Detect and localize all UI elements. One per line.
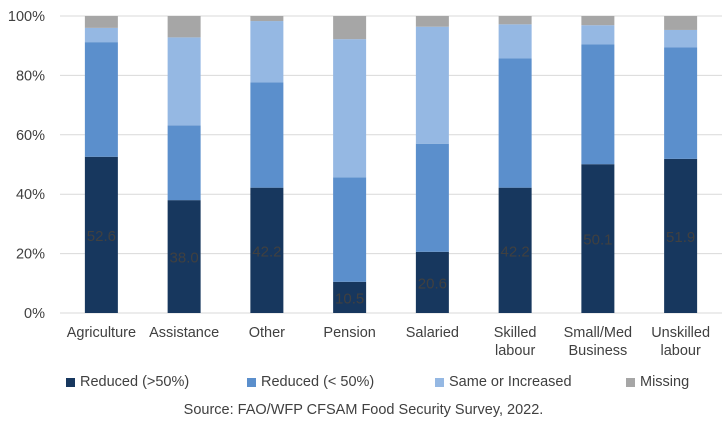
bar-segment	[498, 16, 532, 25]
bar-segment	[167, 125, 201, 201]
data-label: 42.2	[252, 243, 281, 260]
bar-segment	[333, 39, 367, 178]
y-tick-label: 100%	[8, 9, 45, 25]
bar-segment	[167, 200, 201, 313]
data-label: 10.5	[335, 290, 364, 307]
bar-segment	[581, 25, 615, 45]
data-label: 52.6	[87, 228, 116, 245]
legend: Reduced (>50%) Reduced (< 50%) Same or I…	[0, 374, 727, 396]
x-tick-label: Salaried	[406, 325, 459, 341]
legend-item-reduced-over-50: Reduced (>50%)	[66, 374, 189, 390]
bar-segment	[415, 26, 449, 144]
bar-segment	[415, 16, 449, 27]
bar-segment	[581, 16, 615, 26]
data-label: 38.0	[170, 250, 199, 267]
bars	[84, 16, 698, 313]
legend-item-same-or-increased: Same or Increased	[435, 374, 572, 390]
legend-swatch	[435, 377, 444, 387]
legend-label: Reduced (>50%)	[80, 374, 190, 390]
bar-segment	[664, 47, 698, 159]
source-note: Source: FAO/WFP CFSAM Food Security Surv…	[183, 402, 544, 418]
bar-segment	[498, 24, 532, 59]
legend-label: Same or Increased	[449, 374, 572, 390]
x-tick-label: Small/Med Business	[564, 325, 633, 359]
x-tick-label: Agriculture	[67, 325, 136, 341]
bar-segment	[664, 29, 698, 48]
bar-segment	[167, 16, 201, 38]
x-tick-label: Skilled labour	[494, 325, 537, 359]
bar-segment	[498, 58, 532, 188]
x-tick-label: Assistance	[149, 325, 219, 341]
bar-segment	[333, 177, 367, 282]
bar-segment	[415, 251, 449, 313]
legend-swatch	[626, 377, 635, 387]
legend-item-reduced-under-50: Reduced (< 50%)	[247, 374, 374, 390]
bar-segment	[664, 16, 698, 30]
legend-label: Missing	[640, 374, 690, 390]
bar-segment	[333, 281, 367, 313]
bar-segment	[498, 187, 532, 313]
legend-swatch	[247, 377, 256, 387]
bar-segment	[581, 44, 615, 165]
bar-segment	[333, 16, 367, 40]
data-label: 42.2	[501, 243, 530, 260]
x-tick-label: Other	[249, 325, 285, 341]
bar-segment	[167, 37, 201, 126]
gridlines	[60, 15, 722, 314]
y-tick-label: 40%	[16, 187, 45, 203]
y-tick-label: 80%	[16, 68, 45, 84]
x-tick-label: Pension	[323, 325, 375, 341]
x-tick-label: Unskilled labour	[651, 325, 710, 359]
bar-segment	[581, 164, 615, 313]
y-tick-label: 60%	[16, 128, 45, 144]
y-tick-label: 0%	[24, 306, 45, 322]
legend-swatch	[66, 377, 75, 387]
plot-area: 0% 20% 40% 60% 80% 100% 52.6 38.0 42.2 10.5 20.6 4…	[8, 9, 722, 359]
y-axis: 0% 20% 40% 60% 80% 100%	[8, 9, 45, 322]
bar-segment	[84, 16, 118, 28]
data-labels: 52.6 38.0 42.2 10.5 20.6 42.2 50.1 51.9	[87, 228, 695, 308]
data-label: 51.9	[666, 229, 695, 246]
x-axis: Agriculture Assistance Other Pension Salarie…	[67, 325, 710, 359]
legend-item-missing: Missing	[626, 374, 689, 390]
y-tick-label: 20%	[16, 247, 45, 263]
bar-segment	[250, 187, 284, 313]
bar-segment	[250, 21, 284, 83]
bar-segment	[664, 158, 698, 313]
data-label: 20.6	[418, 275, 447, 292]
bar-segment	[250, 82, 284, 188]
bar-segment	[84, 27, 118, 43]
bar-segment	[84, 156, 118, 313]
bar-segment	[250, 16, 284, 22]
legend-label: Reduced (< 50%)	[261, 374, 375, 390]
data-label: 50.1	[583, 232, 612, 249]
bar-segment	[84, 42, 118, 157]
bar-segment	[415, 143, 449, 252]
